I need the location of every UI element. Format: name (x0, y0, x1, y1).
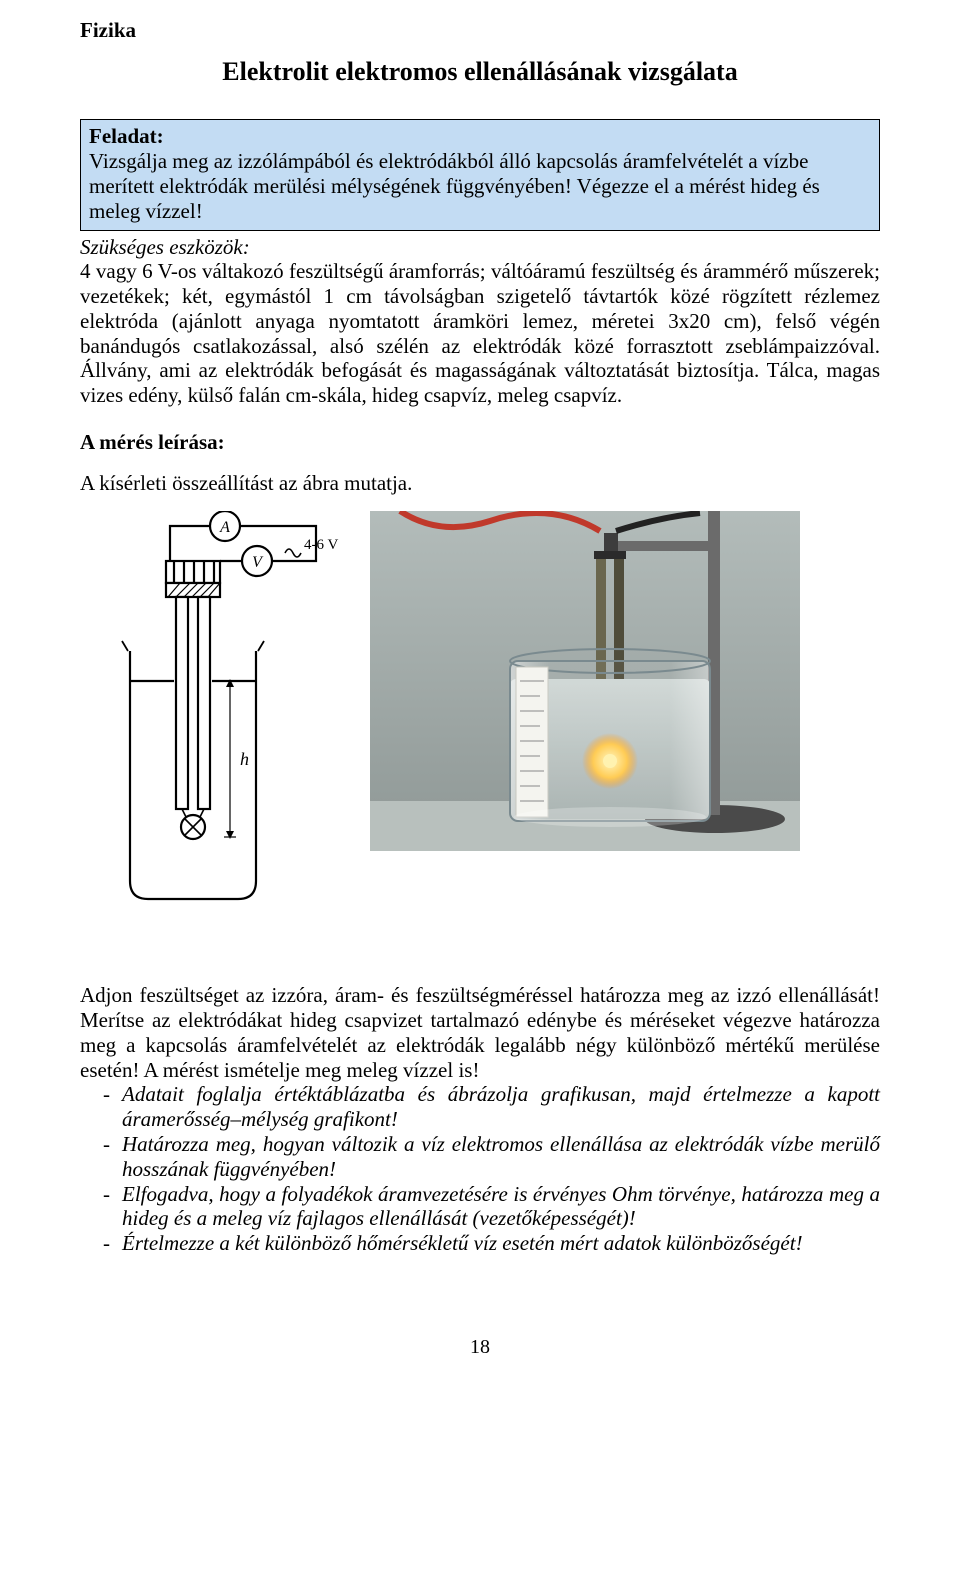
page-title: Elektrolit elektromos ellenállásának viz… (80, 57, 880, 88)
task-item: Értelmezze a két különböző hőmérsékletű … (110, 1231, 880, 1256)
task-item: Határozza meg, hogyan változik a víz ele… (110, 1132, 880, 1182)
page-number: 18 (80, 1336, 880, 1360)
height-label: h (240, 749, 249, 769)
measurement-intro: A kísérleti összeállítást az ábra mutatj… (80, 471, 880, 496)
task-label: Feladat: (89, 124, 871, 149)
tools-heading: Szükséges eszközök: (80, 235, 880, 260)
schematic-diagram: A V 4-6 V h (80, 511, 340, 911)
subject-label: Fizika (80, 18, 880, 43)
instructions-paragraph: Adjon feszültséget az izzóra, áram- és f… (80, 983, 880, 1082)
measurement-heading: A mérés leírása: (80, 430, 880, 455)
task-item: Adatait foglalja értéktáblázatba és ábrá… (110, 1082, 880, 1132)
task-item: Elfogadva, hogy a folyadékok áramvezetés… (110, 1182, 880, 1232)
task-body: Vizsgálja meg az izzólámpából és elektró… (89, 149, 871, 223)
task-box: Feladat: Vizsgálja meg az izzólámpából é… (80, 119, 880, 230)
tools-body: 4 vagy 6 V-os váltakozó feszültségű áram… (80, 259, 880, 408)
figures-row: A V 4-6 V h (80, 511, 880, 911)
apparatus-photo (370, 511, 800, 851)
task-list: Adatait foglalja értéktáblázatba és ábrá… (80, 1082, 880, 1255)
ammeter-label: A (219, 519, 230, 536)
source-label: 4-6 V (304, 537, 338, 553)
